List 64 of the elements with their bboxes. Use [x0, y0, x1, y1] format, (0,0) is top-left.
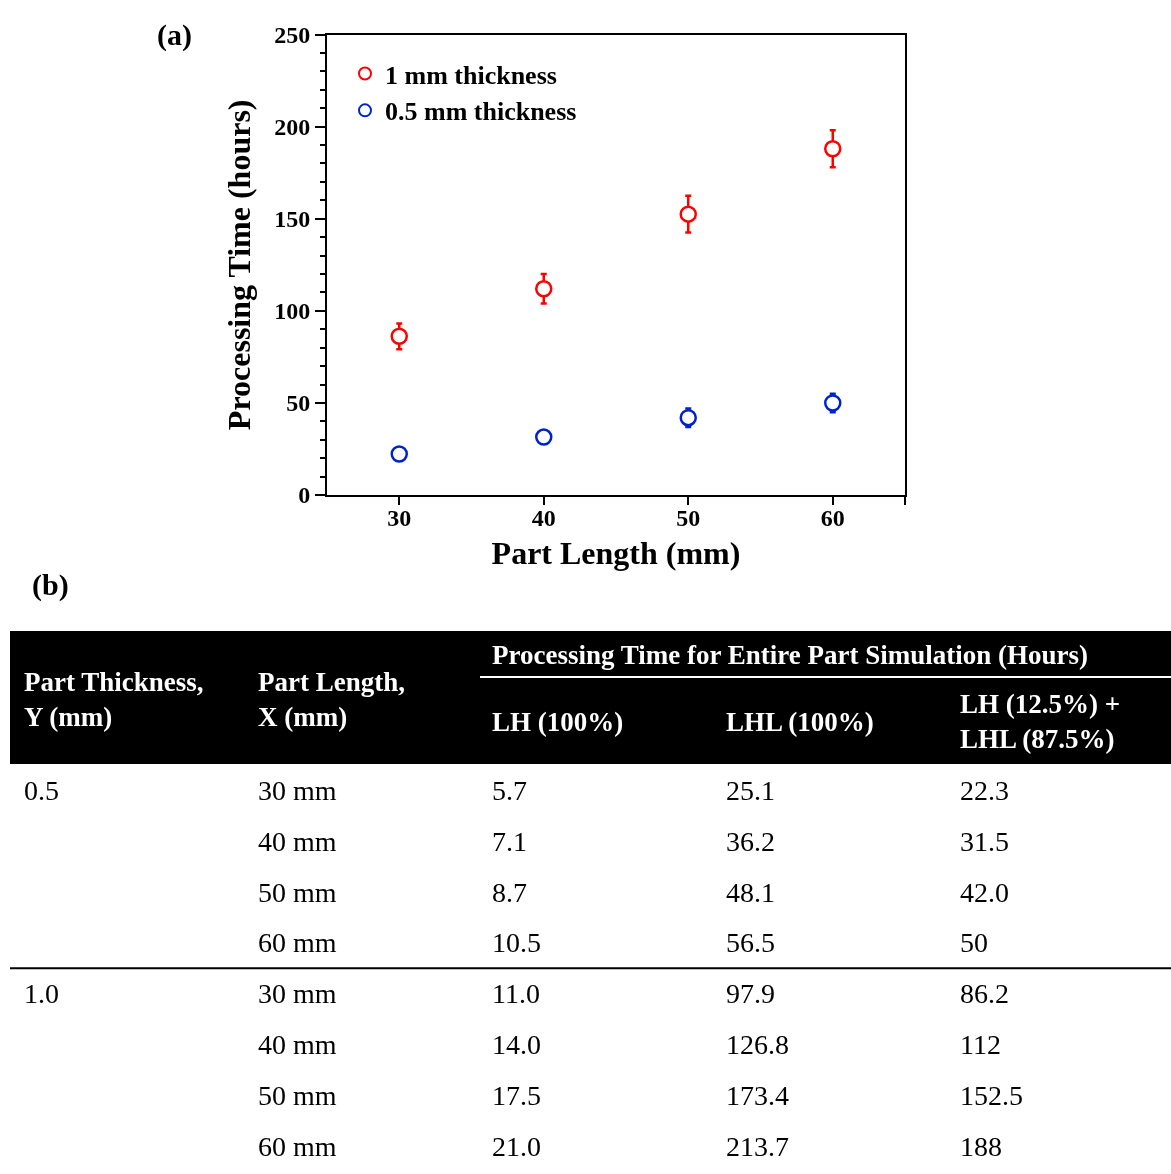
text: 173.4 — [726, 1080, 789, 1111]
text: 97.9 — [726, 978, 775, 1009]
text: 21.0 — [492, 1131, 541, 1162]
y-tick-label: 150 — [274, 206, 311, 233]
text: 42.0 — [960, 877, 1009, 908]
text: 36.2 — [726, 826, 775, 857]
text: 5.7 — [492, 775, 527, 806]
point — [679, 205, 697, 223]
text: 86.2 — [960, 978, 1009, 1009]
chart-title: (a) — [157, 18, 192, 52]
point — [535, 428, 553, 446]
category-label: LHL (100%) — [726, 707, 874, 737]
point — [535, 279, 553, 298]
text: 56.5 — [726, 927, 775, 958]
text: 14.0 — [492, 1029, 541, 1060]
text: 25.1 — [726, 775, 775, 806]
text: 50 mm — [258, 877, 337, 908]
legend-label: 0.5 mm thickness — [385, 97, 577, 127]
point — [390, 327, 408, 346]
text: 112 — [960, 1029, 1001, 1060]
text: 8.7 — [492, 877, 527, 908]
text: 48.1 — [726, 877, 775, 908]
text: (b) — [32, 568, 69, 602]
text: 60 mm — [258, 927, 337, 958]
text: 213.7 — [726, 1131, 789, 1162]
text: 17.5 — [492, 1080, 541, 1111]
y-tick-label: 250 — [274, 21, 311, 48]
y-axis-title: Processing Time (hours) — [221, 99, 257, 431]
text: 152.5 — [960, 1080, 1023, 1111]
y-tick-label: 50 — [286, 390, 311, 417]
text: 30 mm — [258, 775, 337, 806]
text: 40 mm — [258, 826, 337, 857]
text: 22.3 — [960, 775, 1009, 806]
x-tick-label: 50 — [676, 504, 701, 531]
point — [824, 139, 842, 158]
text: 30 mm — [258, 978, 337, 1009]
text: 50 mm — [258, 1080, 337, 1111]
x-tick-label: 40 — [531, 504, 556, 531]
category-label: Part Length, X (mm) — [258, 667, 405, 733]
y-tick-label: 100 — [274, 298, 311, 325]
point — [679, 408, 697, 427]
point — [824, 394, 842, 412]
text: 188 — [960, 1131, 1002, 1162]
text: 31.5 — [960, 826, 1009, 857]
text: 60 mm — [258, 1131, 337, 1162]
y-tick-label: 200 — [274, 114, 311, 141]
point — [390, 445, 408, 463]
text: 50 — [960, 927, 988, 958]
category-label: Part Thickness, Y (mm) — [24, 667, 204, 733]
text: 0.5 — [24, 775, 59, 806]
legend-label: 1 mm thickness — [385, 60, 557, 90]
y-tick-label: 0 — [298, 482, 311, 509]
text: 7.1 — [492, 826, 527, 857]
x-axis-title: Part Length (mm) — [491, 535, 741, 572]
x-tick-label: 60 — [820, 504, 845, 531]
text: 40 mm — [258, 1029, 337, 1060]
text: 11.0 — [492, 978, 540, 1009]
text: 10.5 — [492, 927, 541, 958]
text: Processing Time for Entire Part Simulation (Hours) — [492, 640, 1088, 670]
x-tick-label: 30 — [387, 504, 412, 531]
text: 1.0 — [24, 978, 59, 1009]
text: 126.8 — [726, 1029, 789, 1060]
category-label: LH (100%) — [492, 707, 624, 737]
category-label: LH (12.5%) + LHL (87.5%) — [960, 689, 1121, 755]
